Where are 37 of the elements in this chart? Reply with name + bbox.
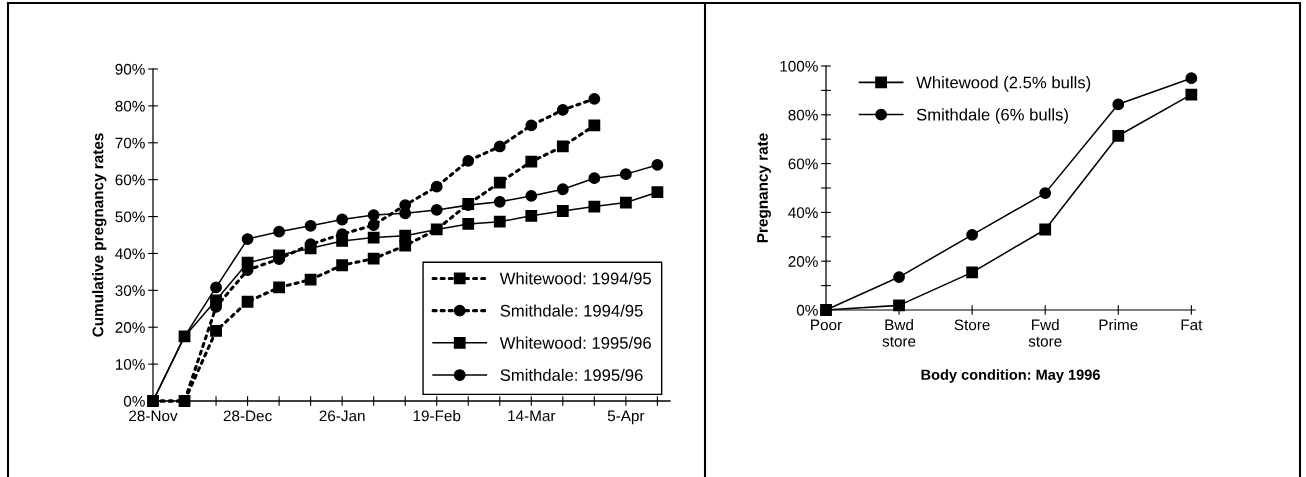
y-tick-label: 10%	[115, 358, 145, 370]
legend-label: Smithdale: 1994/95	[500, 304, 643, 317]
y-tick-label: 20%	[115, 322, 145, 333]
y-tick-label: 70%	[115, 137, 145, 149]
x-tick-label: Prime	[1099, 319, 1138, 331]
y-axis-title: Cumulative pregnancy rates	[92, 133, 107, 337]
x-axis-title: Body condition: May 1996	[921, 369, 1100, 383]
x-tick-label: Store	[954, 319, 990, 331]
x-tick-label: Poor	[811, 319, 842, 331]
x-tick-label: 5-Apr	[607, 410, 645, 425]
y-tick-label: 20%	[788, 256, 818, 267]
y-tick-label: 80%	[115, 100, 145, 112]
x-tick-label: 26-Jan	[319, 410, 365, 422]
y-tick-label: 60%	[788, 158, 818, 170]
y-tick-label: 0%	[796, 304, 818, 316]
x-tick-label: 14-Mar	[508, 410, 556, 422]
x-tick-label: 28-Dec	[223, 410, 272, 422]
y-tick-label: 0%	[123, 395, 145, 407]
y-tick-label: 50%	[115, 211, 145, 223]
y-tick-label: 60%	[115, 174, 145, 186]
x-tick-label: Bwd store	[882, 319, 916, 347]
y-tick-label: 100%	[780, 60, 818, 72]
x-tick-label: Fwd store	[1028, 319, 1062, 347]
y-axis-title: Pregnancy rate	[757, 133, 771, 243]
x-tick-label: 28-Nov	[129, 410, 178, 422]
y-tick-label: 40%	[788, 207, 818, 219]
x-tick-label: Fat	[1181, 319, 1203, 331]
legend-label: Whitewood (2.5% bulls)	[916, 76, 1091, 92]
y-tick-label: 30%	[115, 285, 145, 297]
x-tick-label: 19-Feb	[413, 410, 461, 422]
legend-label: Whitewood: 1994/95	[499, 272, 651, 285]
legend-label: Smithdale (6% bulls)	[916, 108, 1068, 124]
y-tick-label: 80%	[788, 109, 818, 121]
legend-label: Whitewood: 1995/96	[499, 336, 651, 349]
y-tick-label: 90%	[115, 63, 145, 75]
legend-label: Smithdale: 1995/96	[500, 368, 643, 382]
y-tick-label: 40%	[115, 248, 145, 260]
